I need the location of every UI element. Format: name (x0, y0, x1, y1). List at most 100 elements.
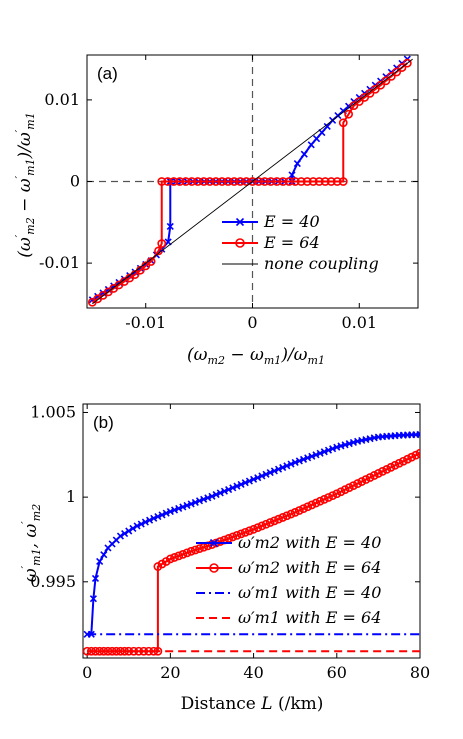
data-point (150, 514, 158, 522)
data-point (249, 524, 258, 534)
legend-label: ω′m2 with E = 64 (238, 558, 381, 577)
data-point (314, 177, 324, 186)
data-point (386, 462, 396, 472)
data-point (181, 177, 191, 186)
data-point (158, 511, 166, 519)
data-point (254, 177, 264, 186)
panel-label: (b) (93, 413, 114, 432)
data-point (187, 500, 195, 508)
data-point (241, 479, 249, 487)
data-point (216, 489, 224, 497)
data-point (294, 506, 304, 515)
data-point (336, 487, 346, 497)
x-tick-label: 40 (243, 663, 263, 682)
data-point (303, 502, 313, 512)
data-point (254, 474, 262, 482)
data-point (283, 462, 291, 470)
data-point (204, 494, 212, 502)
legend-marker (209, 563, 219, 573)
x-tick-label: 0 (82, 663, 92, 682)
data-point (233, 482, 241, 490)
data-point (329, 445, 337, 453)
data-point (290, 507, 300, 517)
data-point (257, 521, 267, 531)
y-tick-label: 1.005 (30, 402, 76, 421)
data-point (208, 492, 216, 500)
data-point (258, 472, 266, 480)
data-point (279, 463, 287, 472)
data-point (163, 177, 173, 186)
data-point (125, 527, 133, 535)
legend-item: ω′m1 with E = 40 (196, 583, 381, 602)
data-point (157, 177, 167, 186)
data-point (179, 503, 187, 511)
data-point (137, 520, 145, 528)
data-point (365, 473, 375, 482)
legend-marker (209, 538, 219, 548)
series--m2-with-e-40 (83, 430, 420, 638)
data-point (260, 177, 270, 186)
x-tick-label: -0.01 (125, 313, 166, 332)
series-none-coupling (92, 58, 413, 305)
data-point (296, 177, 306, 186)
data-point (353, 479, 362, 488)
y-tick-label: 0.01 (44, 90, 80, 109)
data-point (320, 448, 328, 456)
data-point (228, 532, 238, 542)
data-point (146, 516, 154, 524)
svg-text:(ω′m2 − ω′m1)/ω′m1: (ω′m2 − ω′m1)/ω′m1 (13, 112, 37, 257)
data-point (240, 527, 250, 537)
data-point (278, 177, 288, 186)
legend-item: E = 40 (222, 212, 320, 231)
data-point (349, 481, 358, 491)
data-point (190, 545, 200, 555)
legend-1: ω′m2 with E = 40 ω′m2 with E = 64 ω′m1 wit… (196, 533, 381, 627)
chart-panel-b: ω′m1, ω′m2 Distance L (/km) 0 20 40 60 80 0.9… (19, 402, 430, 714)
data-point (319, 494, 329, 504)
data-point (295, 457, 303, 465)
data-point (308, 177, 318, 186)
chart-panel-a: (ω′m2 − ω′m1)/ω′m1 (ωm2 − ωm1)/ωm1 -0.01… (13, 54, 419, 367)
data-point (403, 454, 412, 464)
data-point (250, 475, 258, 483)
data-point (370, 84, 380, 94)
x-tick-label: 0 (247, 313, 257, 332)
data-point (324, 493, 333, 502)
data-point (235, 177, 245, 186)
data-point (312, 451, 320, 459)
data-point (266, 177, 276, 186)
data-point (170, 506, 179, 514)
data-point (154, 513, 162, 521)
data-point (220, 487, 229, 495)
data-point (278, 513, 288, 522)
data-point (407, 452, 417, 462)
data-point (178, 549, 188, 559)
data-point (129, 524, 137, 533)
data-point (174, 551, 184, 561)
data-point (344, 483, 354, 493)
data-point (175, 504, 183, 513)
data-point (291, 458, 299, 466)
y-tick-label: 0.995 (30, 572, 76, 591)
data-point (398, 456, 408, 466)
legend-label: ω′m1 with E = 40 (238, 583, 381, 602)
data-point (141, 518, 149, 526)
data-point (284, 177, 294, 186)
data-point (286, 509, 296, 519)
data-point (308, 452, 316, 460)
data-point (349, 101, 359, 110)
data-point (381, 76, 391, 86)
data-point (402, 58, 412, 68)
data-point (397, 63, 407, 72)
data-point (89, 595, 97, 603)
y-tick-label: 0 (70, 172, 80, 191)
data-point (229, 177, 239, 186)
data-point (392, 67, 402, 77)
data-point (274, 465, 283, 473)
svg-text:(ωm2 − ωm1)/ωm1: (ωm2 − ωm1)/ωm1 (187, 345, 325, 367)
data-point (411, 450, 420, 460)
data-point (328, 491, 338, 501)
data-point (386, 71, 396, 81)
data-point (360, 93, 370, 102)
legend-item: ω′m2 with E = 64 (196, 558, 381, 577)
